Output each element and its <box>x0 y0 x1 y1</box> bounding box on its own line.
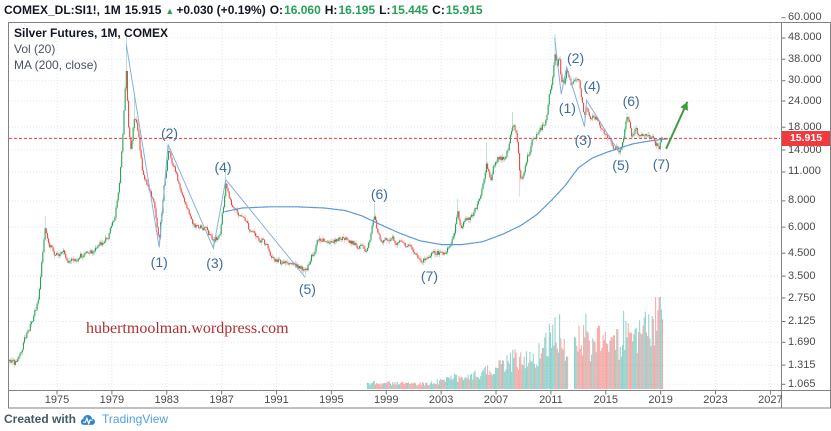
high-value: 16.195 <box>338 3 376 17</box>
wave-label-b-7[interactable]: (7) <box>652 155 670 172</box>
legend-volume-indicator[interactable]: Vol (20) <box>14 42 56 56</box>
close-value: 15.915 <box>445 3 483 17</box>
price-tick-label: 6.000 <box>788 220 816 233</box>
price-change-value: +0.030 (+0.19%) <box>176 3 266 17</box>
watermark-text: hubertmoolman.wordpress.com <box>86 320 289 337</box>
legend-symbol-title[interactable]: Silver Futures, 1M, COMEX <box>14 26 169 40</box>
wave-label-b-3[interactable]: (3) <box>574 131 592 148</box>
close-label: C: <box>432 3 445 17</box>
price-tick-label: 1.315 <box>788 358 816 371</box>
wave-label-b-2[interactable]: (2) <box>567 50 585 67</box>
wave-label-b-4[interactable]: (4) <box>583 78 601 95</box>
legend-ma-indicator[interactable]: MA (200, close) <box>14 58 98 72</box>
time-tick-label: 1999 <box>374 394 399 406</box>
symbol-name: COMEX_DL:SI1!, <box>4 3 101 17</box>
price-tick-label: 14.000 <box>788 143 822 156</box>
last-price-value: 15.915 <box>124 3 162 17</box>
volume-series <box>367 297 664 389</box>
wave-label-a-2[interactable]: (2) <box>160 124 179 141</box>
forecast-arrow[interactable] <box>665 101 689 150</box>
time-tick-label: 2003 <box>428 394 454 406</box>
wave-label-a-5[interactable]: (5) <box>298 281 316 298</box>
wave-label-a-1[interactable]: (1) <box>150 253 168 270</box>
low-value: 15.445 <box>391 3 429 17</box>
price-tick-label: 2.125 <box>788 314 816 327</box>
ma-line <box>224 138 669 246</box>
high-label: H: <box>324 3 338 17</box>
time-tick-label: 2023 <box>703 394 728 406</box>
wave-label-a-3[interactable]: (3) <box>206 254 224 271</box>
attribution-brand-link[interactable]: TradingView <box>102 412 169 426</box>
time-tick-label: 1991 <box>264 394 289 406</box>
time-tick-label: 1983 <box>154 394 179 406</box>
attribution-bar: Created with TradingView <box>4 412 168 426</box>
low-label: L: <box>379 3 391 17</box>
attribution-prefix: Created with <box>4 412 77 426</box>
wave-label-b-5[interactable]: (5) <box>612 156 630 173</box>
time-tick-label: 2007 <box>483 394 509 406</box>
time-tick-label: 2027 <box>758 394 783 406</box>
price-tick-label: 48.000 <box>788 31 822 44</box>
current-price-axis-badge: 15.915 <box>782 130 830 146</box>
price-tick-label: 2.750 <box>788 291 816 304</box>
wave-trend-lines[interactable] <box>125 37 620 278</box>
time-tick-label: 2019 <box>648 394 673 406</box>
tradingview-logo-icon[interactable] <box>80 413 98 426</box>
price-tick-label: 11.000 <box>788 165 821 178</box>
up-triangle-icon: ▲ <box>165 6 175 16</box>
price-tick-label: 60.000 <box>788 11 822 24</box>
price-tick-label: 38.000 <box>788 52 822 65</box>
time-tick-label: 1975 <box>44 394 70 406</box>
wave-label-a-6[interactable]: (6) <box>370 186 388 203</box>
time-tick-label: 1979 <box>99 394 125 406</box>
price-tick-label: 24.000 <box>788 94 822 107</box>
wave-label-a-4[interactable]: (4) <box>214 159 232 176</box>
price-tick-label: 8.000 <box>788 194 816 207</box>
chart-legend: Silver Futures, 1M, COMEX Vol (20) MA (2… <box>14 25 168 73</box>
price-tick-label: 1.690 <box>788 335 816 348</box>
chart-interval: 1M <box>104 3 121 17</box>
wave-label-b-1[interactable]: (1) <box>558 99 576 116</box>
time-tick-label: 1987 <box>209 394 234 406</box>
price-tick-label: 3.500 <box>788 269 816 282</box>
open-label: O: <box>269 3 284 17</box>
candlestick-series <box>9 34 664 368</box>
price-tick-label: 4.500 <box>788 246 816 259</box>
price-tick-label: 1.065 <box>788 377 816 390</box>
symbol-info-bar: COMEX_DL:SI1!, 1M 15.915 ▲ +0.030 (+0.19%) O:… <box>4 3 487 17</box>
time-tick-label: 2011 <box>539 394 563 406</box>
price-tick-label: 30.000 <box>788 74 822 87</box>
price-tick-label: 18.000 <box>788 120 822 133</box>
wave-label-b-6[interactable]: (6) <box>622 93 640 109</box>
time-tick-label: 1995 <box>319 394 344 406</box>
open-value: 16.060 <box>284 3 321 17</box>
wave-label-a-7[interactable]: (7) <box>420 268 439 285</box>
time-tick-label: 2015 <box>593 394 618 406</box>
